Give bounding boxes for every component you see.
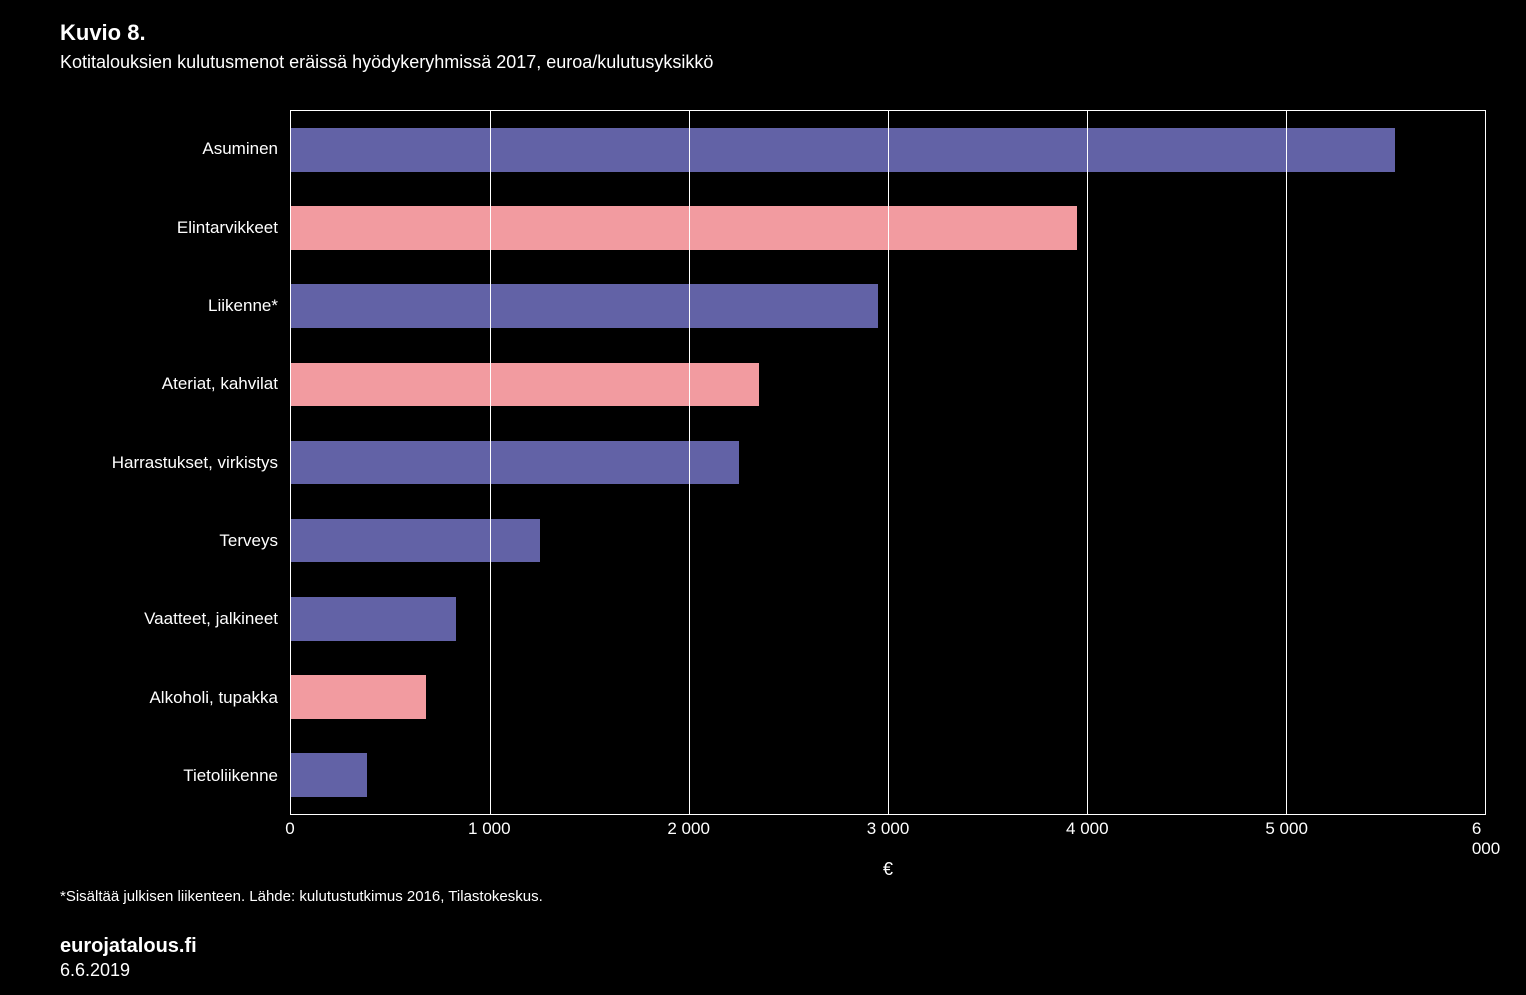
footer-block: eurojatalous.fi 6.6.2019 bbox=[60, 935, 197, 981]
y-axis-label: Ateriat, kahvilat bbox=[60, 345, 290, 423]
y-axis-label: Liikenne* bbox=[60, 267, 290, 345]
x-tick-label: 5 000 bbox=[1265, 819, 1308, 839]
chart-subtitle: Kotitalouksien kulutusmenot eräissä hyöd… bbox=[60, 52, 1486, 73]
bar bbox=[291, 206, 1077, 250]
y-axis-label: Elintarvikkeet bbox=[60, 188, 290, 266]
y-axis-label: Vaatteet, jalkineet bbox=[60, 580, 290, 658]
bar bbox=[291, 597, 456, 641]
bar bbox=[291, 128, 1395, 172]
gridline bbox=[490, 111, 491, 814]
source-line: *Sisältää julkisen liikenteen. Lähde: ku… bbox=[60, 888, 543, 905]
bar bbox=[291, 441, 739, 485]
x-tick-label: 6 000 bbox=[1472, 819, 1500, 859]
x-axis-title: € bbox=[290, 859, 1486, 880]
chart-root: Kuvio 8. Kotitalouksien kulutusmenot erä… bbox=[0, 0, 1526, 995]
gridline bbox=[888, 111, 889, 814]
y-axis-labels: AsuminenElintarvikkeetLiikenne*Ateriat, … bbox=[60, 110, 290, 815]
x-tick-label: 0 bbox=[285, 819, 294, 839]
chart-title-block: Kuvio 8. Kotitalouksien kulutusmenot erä… bbox=[60, 20, 1486, 73]
x-tick-label: 4 000 bbox=[1066, 819, 1109, 839]
plot-wrap: AsuminenElintarvikkeetLiikenne*Ateriat, … bbox=[60, 110, 1486, 815]
gridline bbox=[689, 111, 690, 814]
x-tick-label: 2 000 bbox=[667, 819, 710, 839]
gridline bbox=[1087, 111, 1088, 814]
y-axis-label: Asuminen bbox=[60, 110, 290, 188]
y-axis-label: Terveys bbox=[60, 502, 290, 580]
gridline bbox=[1286, 111, 1287, 814]
bar bbox=[291, 519, 540, 563]
y-axis-label: Alkoholi, tupakka bbox=[60, 658, 290, 736]
x-tick-label: 1 000 bbox=[468, 819, 511, 839]
bar bbox=[291, 753, 367, 797]
plot-area bbox=[290, 110, 1486, 815]
footer-date: 6.6.2019 bbox=[60, 960, 197, 981]
bar bbox=[291, 284, 878, 328]
y-axis-label: Tietoliikenne bbox=[60, 737, 290, 815]
bar bbox=[291, 675, 426, 719]
y-axis-label: Harrastukset, virkistys bbox=[60, 423, 290, 501]
footer-site: eurojatalous.fi bbox=[60, 935, 197, 958]
chart-title: Kuvio 8. bbox=[60, 20, 1486, 46]
x-axis-ticks: 01 0002 0003 0004 0005 0006 000 bbox=[290, 815, 1486, 845]
chart-figure: Kuvio 8. Kotitalouksien kulutusmenot erä… bbox=[60, 20, 1486, 935]
x-tick-label: 3 000 bbox=[867, 819, 910, 839]
